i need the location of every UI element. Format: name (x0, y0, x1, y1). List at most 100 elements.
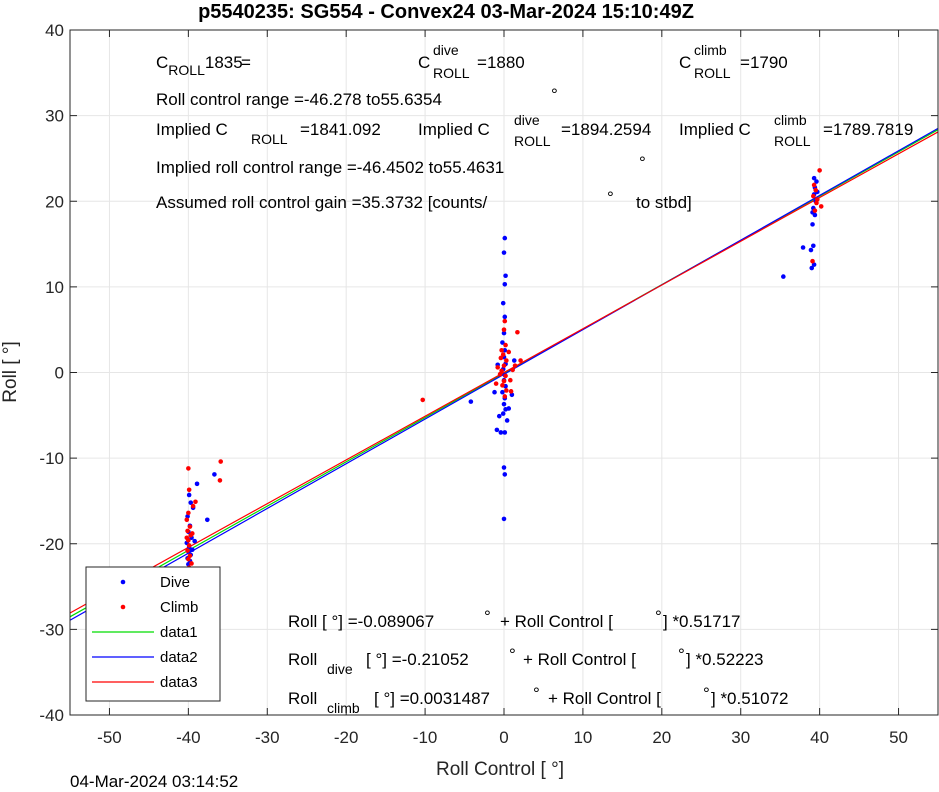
climb-point (190, 503, 196, 509)
climb-point (189, 561, 194, 566)
svg-text:ROLL: ROLL (694, 65, 731, 81)
roll-control-range: Roll control range =-46.278 to55.6354 (156, 90, 442, 109)
fit-all-equation: Roll [ °] =-0.089067 ° + Roll Control [ … (288, 607, 741, 631)
climb-point (510, 367, 515, 373)
dive-point (810, 222, 815, 227)
dive-point (500, 411, 506, 416)
dive-point (188, 500, 194, 505)
dive-point (502, 282, 508, 287)
degree-symbol-3: ° (607, 188, 614, 207)
svg-text:Roll: Roll (288, 650, 317, 669)
climb-point (518, 358, 523, 363)
svg-text:dive: dive (514, 112, 540, 128)
dive-point (468, 399, 474, 404)
climb-point (499, 368, 504, 374)
svg-text:°: ° (655, 607, 662, 626)
fit-line-data3 (69, 131, 939, 614)
svg-text:climb: climb (694, 42, 727, 58)
dive-point (212, 472, 217, 477)
dive-point (502, 235, 508, 241)
dive-point (800, 245, 806, 250)
svg-text:C: C (418, 53, 430, 72)
c-roll-dive-annotation: C dive ROLL =1880 (418, 42, 525, 81)
data-points (121, 168, 824, 586)
svg-text:=1894.2594: =1894.2594 (561, 120, 651, 139)
climb-point (218, 459, 224, 464)
legend-label-data3: data3 (160, 674, 198, 691)
climb-point (500, 352, 506, 357)
svg-text:CROLL1835: CROLL1835 (156, 53, 243, 78)
degree-symbol-2: ° (639, 153, 646, 172)
climb-point (493, 381, 499, 386)
climb-point (515, 329, 520, 335)
svg-text:] *0.51717: ] *0.51717 (663, 612, 741, 631)
svg-text:°: ° (484, 607, 491, 626)
climb-point (420, 397, 426, 403)
dive-point (494, 427, 500, 433)
climb-point (497, 371, 503, 377)
climb-point (495, 365, 500, 370)
roll-control-gain: Assumed roll control gain =35.3732 [coun… (156, 193, 488, 212)
svg-text:Roll: Roll (288, 689, 317, 708)
legend: Dive Climb data1 data2 data3 (85, 566, 221, 702)
climb-point (499, 347, 504, 353)
legend-box (85, 566, 221, 702)
fit-climb-equation: Roll climb [ °] =0.0031487 ° + Roll Cont… (288, 684, 789, 716)
implied-c-roll: Implied C ROLL =1841.092 (156, 120, 381, 147)
dive-point (814, 179, 819, 184)
svg-text:[ °] =0.0031487: [ °] =0.0031487 (374, 689, 490, 708)
x-tick-label: 0 (499, 728, 508, 747)
dive-point (492, 389, 497, 395)
svg-text:dive: dive (433, 42, 459, 58)
svg-text:Implied C: Implied C (156, 120, 228, 139)
climb-point (512, 363, 518, 368)
climb-point (217, 478, 223, 483)
dive-point (501, 401, 507, 407)
y-tick-label: -30 (39, 620, 64, 639)
climb-point (501, 378, 507, 384)
climb-point (508, 389, 514, 394)
dive-point (509, 392, 515, 398)
svg-text:[ °] =-0.21052: [ °] =-0.21052 (366, 650, 469, 669)
dive-point (186, 492, 192, 498)
climb-point (498, 355, 504, 361)
x-tick-label: -20 (334, 728, 359, 747)
dive-point (502, 472, 508, 477)
svg-text:Roll [ °] =-0.089067: Roll [ °] =-0.089067 (288, 612, 434, 631)
dive-point (496, 413, 502, 419)
climb-point (813, 187, 818, 193)
svg-text:=1790: =1790 (740, 53, 788, 72)
y-tick-label: -20 (39, 535, 64, 554)
svg-text:ROLL: ROLL (433, 65, 470, 81)
svg-text:°: ° (509, 645, 516, 664)
svg-text:climb: climb (774, 112, 807, 128)
climb-point (186, 556, 191, 562)
svg-text:C: C (679, 53, 691, 72)
x-axis-label: Roll Control [ °] (436, 759, 564, 780)
climb-point (193, 499, 198, 505)
climb-point (190, 531, 195, 536)
climb-point (501, 363, 507, 368)
svg-text:°: ° (533, 684, 540, 703)
svg-text:Implied C: Implied C (418, 120, 490, 139)
legend-label-Climb: Climb (160, 599, 198, 616)
climb-point (186, 543, 192, 548)
climb-point (506, 349, 512, 355)
climb-point (818, 204, 824, 209)
dive-point (205, 517, 210, 523)
climb-point (503, 373, 508, 379)
legend-label-data1: data1 (160, 624, 198, 641)
svg-text:=1880: =1880 (477, 53, 525, 72)
svg-text:+ Roll Control [: + Roll Control [ (500, 612, 613, 631)
climb-point (504, 388, 509, 393)
implied-c-roll-dive: Implied C dive ROLL =1894.2594 (418, 112, 651, 149)
c-roll-value: 1835 (205, 53, 243, 72)
climb-point (508, 377, 513, 383)
svg-text:°: ° (703, 684, 710, 703)
dive-point (185, 514, 190, 519)
svg-text:°: ° (678, 645, 685, 664)
dive-point (811, 243, 816, 249)
climb-point (502, 318, 508, 324)
climb-point (184, 517, 190, 523)
